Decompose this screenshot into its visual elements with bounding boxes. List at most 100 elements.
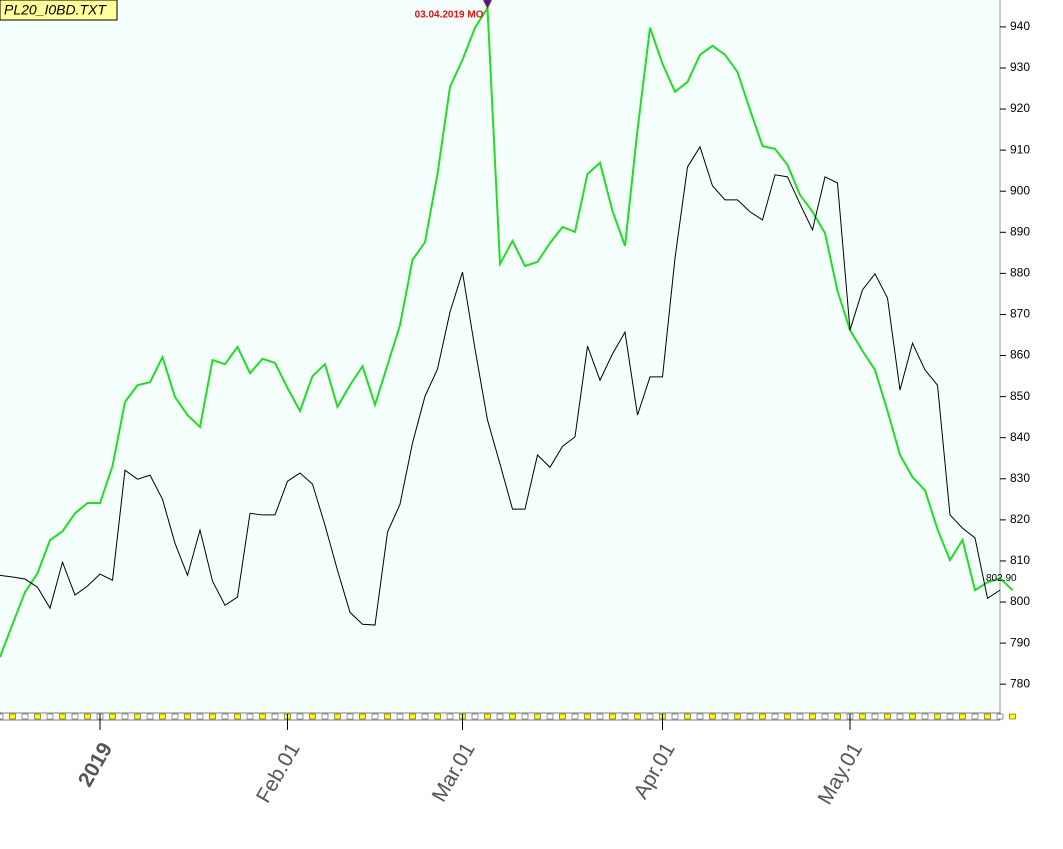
x-tick (496, 713, 504, 720)
x-tick (134, 713, 141, 720)
y-tick-label: 880 (1010, 266, 1030, 280)
y-tick-label: 850 (1010, 389, 1030, 403)
x-tick-label: Mar.01 (428, 739, 480, 806)
x-tick (84, 713, 91, 720)
series-line (0, 4, 1014, 658)
x-tick-label: Apr.01 (629, 739, 679, 803)
x-tick (896, 713, 904, 720)
x-tick (646, 713, 654, 720)
x-tick (934, 713, 941, 720)
x-tick (434, 713, 441, 720)
x-tick (384, 713, 391, 720)
x-tick (21, 713, 29, 720)
x-tick (684, 713, 691, 720)
x-tick-label: 2019 (74, 739, 117, 791)
x-tick (796, 713, 804, 720)
plot-area (0, 0, 1000, 714)
y-tick-label: 890 (1010, 224, 1030, 238)
x-tick (946, 713, 954, 720)
x-tick (371, 713, 379, 720)
y-tick-label: 780 (1010, 676, 1030, 690)
x-tick (609, 713, 616, 720)
x-tick (634, 713, 641, 720)
x-tick (596, 713, 604, 720)
x-tick (971, 713, 979, 720)
x-tick (859, 713, 866, 720)
x-tick (621, 713, 629, 720)
x-tick (571, 713, 579, 720)
x-tick (196, 713, 204, 720)
x-tick (209, 713, 216, 720)
x-tick (446, 713, 454, 720)
x-tick (9, 713, 16, 720)
y-tick-label: 820 (1010, 512, 1030, 526)
x-tick (996, 713, 1004, 720)
x-tick (109, 713, 116, 720)
x-tick (159, 713, 166, 720)
x-tick (771, 713, 779, 720)
x-tick (884, 713, 891, 720)
x-tick (546, 713, 554, 720)
x-tick (321, 713, 329, 720)
x-tick-label: May.01 (814, 739, 868, 809)
y-tick-label: 790 (1010, 635, 1030, 649)
x-tick (221, 713, 229, 720)
x-tick (921, 713, 929, 720)
title-box (0, 0, 118, 21)
x-tick (984, 713, 991, 720)
x-tick (121, 713, 129, 720)
x-tick (59, 713, 66, 720)
x-tick (696, 713, 704, 720)
x-tick-label: Feb.01 (252, 739, 305, 807)
annotation-marker (482, 0, 493, 10)
x-tick (834, 713, 841, 720)
x-tick (746, 713, 754, 720)
x-tick (309, 713, 316, 720)
x-tick (0, 713, 4, 720)
x-tick (34, 713, 41, 720)
x-tick (184, 713, 191, 720)
x-tick (709, 713, 716, 720)
plot (0, 4, 1014, 658)
x-tick (534, 713, 541, 720)
x-tick (509, 713, 516, 720)
x-tick (234, 713, 241, 720)
x-tick (721, 713, 729, 720)
y-tick-label: 910 (1010, 142, 1030, 156)
y-tick-label: 920 (1010, 101, 1030, 115)
x-tick (871, 713, 879, 720)
value-label: 802.90 (986, 573, 1017, 584)
x-tick (46, 713, 54, 720)
x-tick (246, 713, 254, 720)
x-tick (296, 713, 304, 720)
x-tick (734, 713, 741, 720)
x-tick (809, 713, 816, 720)
x-tick (271, 713, 279, 720)
x-tick (671, 713, 679, 720)
x-tick (346, 713, 354, 720)
x-tick (959, 713, 966, 720)
x-tick (559, 713, 566, 720)
x-tick (259, 713, 266, 720)
y-tick-label: 810 (1010, 553, 1030, 567)
x-tick (584, 713, 591, 720)
y-tick-label: 870 (1010, 307, 1030, 321)
x-tick (759, 713, 766, 720)
x-tick (421, 713, 429, 720)
x-tick (359, 713, 366, 720)
x-tick (409, 713, 416, 720)
y-tick-label: 830 (1010, 471, 1030, 485)
y-tick-label: 930 (1010, 60, 1030, 74)
x-tick (171, 713, 179, 720)
x-tick (484, 713, 491, 720)
x-tick (821, 713, 829, 720)
x-tick (909, 713, 916, 720)
x-tick (471, 713, 479, 720)
x-tick (396, 713, 404, 720)
y-tick-label: 860 (1010, 348, 1030, 362)
x-tick (521, 713, 529, 720)
x-tick (146, 713, 154, 720)
y-tick-label: 840 (1010, 430, 1030, 444)
chart-title: PL20_I0BD.TXT (4, 2, 107, 18)
